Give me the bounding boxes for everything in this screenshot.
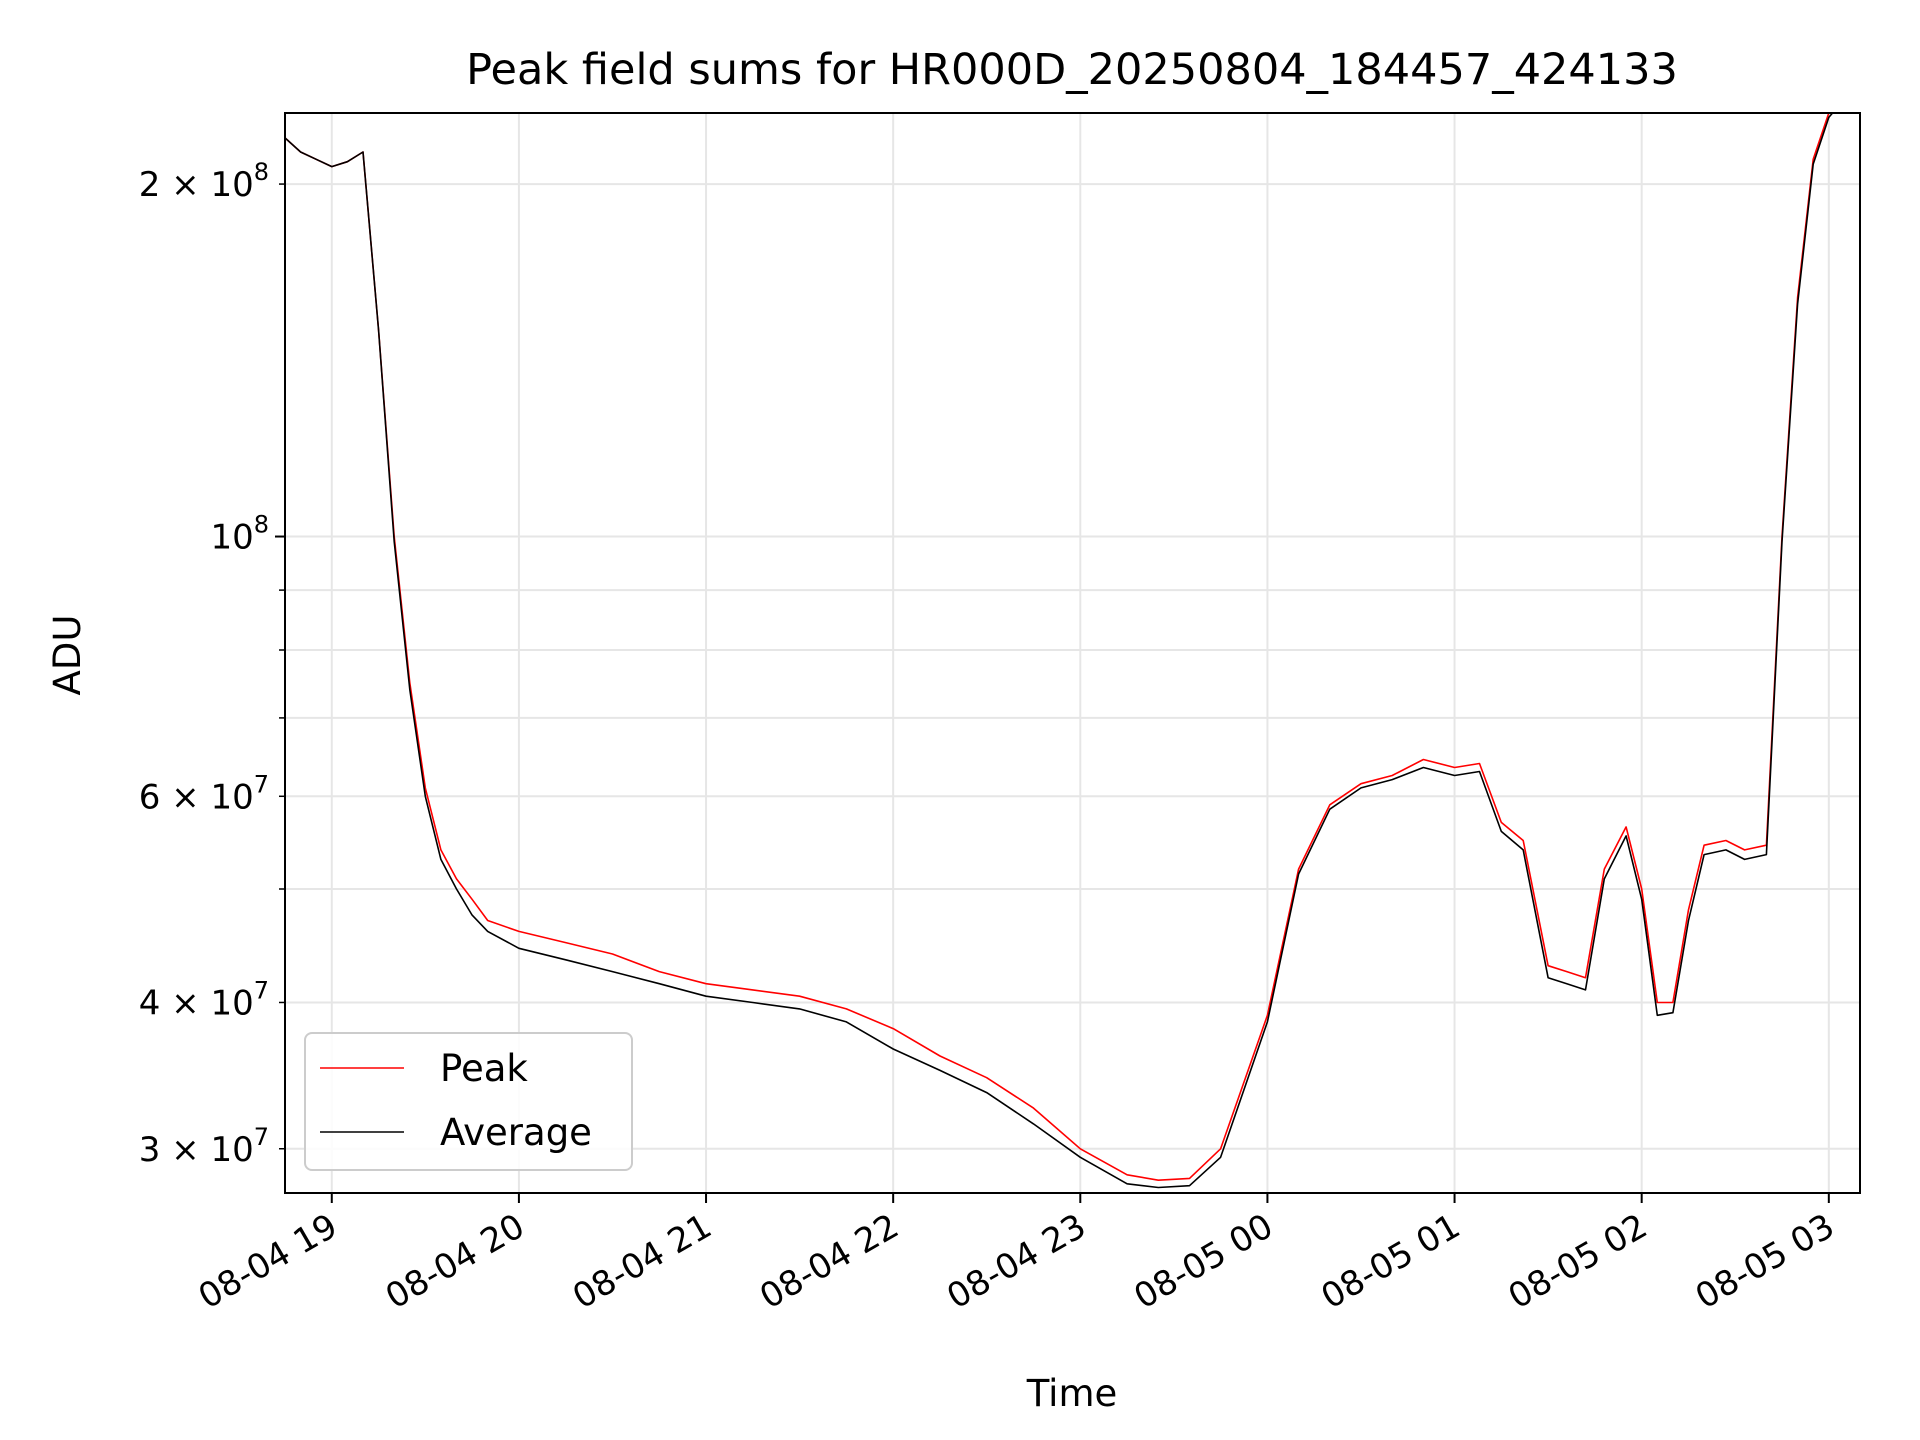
chart-title: Peak field sums for HR000D_20250804_1844… [466, 45, 1678, 95]
series-line-average [285, 113, 1834, 1189]
plot-frame [284, 112, 1861, 1194]
y-tick-label: 4 × 107 [139, 976, 269, 1023]
legend-average-label: Average [440, 1111, 592, 1154]
y-tick-label: 2 × 108 [139, 158, 269, 205]
legend-peak-label: Peak [440, 1047, 528, 1090]
y-tick-label: 6 × 107 [139, 770, 269, 817]
y-axis-label: ADU [46, 615, 89, 696]
series-line-peak [285, 113, 1830, 1181]
legend: Peak Average [304, 1032, 633, 1171]
series-layer [285, 113, 1834, 1189]
y-tick-label: 3 × 107 [139, 1123, 269, 1170]
x-axis-label: Time [1026, 1372, 1118, 1415]
y-tick-label: 108 [210, 511, 269, 558]
y-tick-layer: 108 3 × 107 4 × 107 6 × 107 2 × 108 [139, 158, 285, 1170]
grid-layer [285, 113, 1860, 1193]
